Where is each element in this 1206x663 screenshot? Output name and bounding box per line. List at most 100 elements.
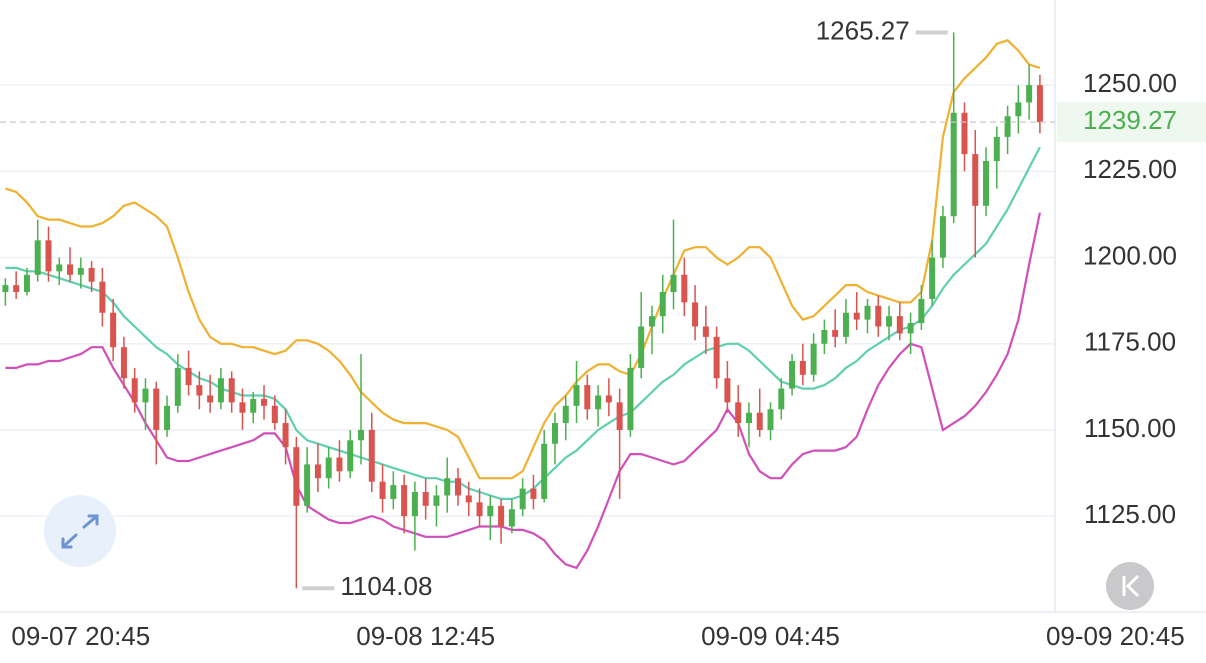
candle-body: [530, 488, 537, 499]
candle-body: [724, 378, 731, 403]
candle-body: [358, 429, 365, 441]
expand-button-bg[interactable]: [44, 495, 116, 567]
candle-body: [918, 298, 925, 324]
candle-body: [110, 312, 117, 348]
candle-body: [767, 409, 774, 430]
back-icon[interactable]: [1122, 574, 1140, 598]
expand-button[interactable]: [44, 495, 116, 567]
candle-body: [929, 257, 936, 299]
candle-body: [702, 326, 709, 337]
candle-body: [810, 343, 817, 375]
candle-body: [13, 285, 20, 293]
candle-body: [907, 323, 914, 334]
candle-body: [411, 492, 418, 517]
candle-body: [573, 385, 580, 406]
y-tick-label: 1250.00: [1083, 68, 1177, 98]
candle-body: [616, 402, 623, 430]
candle-body: [185, 367, 192, 386]
candle-body: [1026, 85, 1033, 103]
candle-body: [1015, 102, 1022, 117]
candle-body: [551, 423, 558, 444]
candle-body: [659, 292, 666, 317]
candle-body: [207, 395, 214, 403]
expand-icon[interactable]: [61, 514, 99, 549]
candle-body: [120, 347, 127, 379]
x-tick-label: 09-09 20:45: [1046, 621, 1185, 651]
candle-body: [875, 305, 882, 327]
candle-body: [487, 505, 494, 517]
candle-body: [23, 274, 30, 293]
candle-body: [713, 336, 720, 379]
y-tick-label: 1125.00: [1084, 499, 1176, 529]
candle-body: [454, 478, 461, 496]
candle-body: [508, 509, 515, 527]
high-label: 1265.27: [816, 15, 910, 45]
candle-body: [368, 429, 375, 482]
y-tick-label: 1200.00: [1083, 240, 1177, 270]
candle-body: [433, 495, 440, 506]
last-price-label: 1239.27: [1083, 105, 1177, 135]
candle-body: [789, 360, 796, 389]
candle-body: [67, 264, 74, 275]
candle-body: [465, 495, 472, 503]
candle-body: [250, 398, 257, 413]
candle-body: [401, 485, 408, 517]
last-price-box: [1057, 102, 1206, 143]
candle-body: [584, 385, 591, 410]
candle-body: [972, 154, 979, 206]
candle-body: [476, 502, 483, 517]
candle-body: [1036, 85, 1043, 123]
candle-body: [239, 402, 246, 413]
candle-body: [379, 481, 386, 499]
candle-body: [88, 267, 95, 282]
candle-body: [541, 443, 548, 499]
candle-body: [45, 240, 52, 272]
candle-body: [314, 464, 321, 479]
y-tick-label: 1225.00: [1083, 154, 1177, 184]
candle-body: [842, 312, 849, 337]
candle-body: [648, 316, 655, 327]
x-tick-label: 09-07 20:45: [11, 621, 150, 651]
candle-body: [939, 216, 946, 258]
candle-body: [595, 395, 602, 410]
candle-body: [692, 302, 699, 327]
candle-body: [390, 485, 397, 499]
candle-body: [131, 378, 138, 403]
candle-body: [961, 112, 968, 155]
candle-body: [228, 378, 235, 403]
candle-body: [681, 274, 688, 303]
candle-body: [196, 385, 203, 396]
candle-body: [853, 312, 860, 320]
candle-body: [174, 367, 181, 406]
candle-body: [325, 457, 332, 479]
candle-body: [745, 412, 752, 424]
candle-body: [562, 405, 569, 424]
candle-body: [638, 326, 645, 368]
candle-body: [336, 457, 343, 472]
candle-body: [993, 136, 1000, 162]
candle-body: [756, 412, 763, 430]
x-tick-label: 09-09 04:45: [701, 621, 840, 651]
candle-body: [832, 329, 839, 337]
candle-body: [261, 398, 268, 406]
candle-body: [217, 378, 224, 403]
candle-body: [627, 367, 634, 430]
back-to-latest-button[interactable]: [1106, 562, 1154, 610]
candle-body: [2, 285, 9, 293]
candle-body: [347, 440, 354, 472]
candle-body: [605, 395, 612, 403]
candle-body: [896, 316, 903, 334]
candle-body: [271, 405, 278, 424]
candle-body: [293, 447, 300, 506]
y-tick-label: 1175.00: [1084, 327, 1176, 357]
candle-body: [164, 405, 171, 430]
band-line: [5, 39, 1041, 480]
candle-body: [886, 316, 893, 327]
candle-body: [142, 388, 149, 403]
candle-body: [99, 281, 106, 313]
candle-body: [282, 423, 289, 448]
candle-body: [1004, 116, 1011, 137]
candle-body: [34, 240, 41, 275]
